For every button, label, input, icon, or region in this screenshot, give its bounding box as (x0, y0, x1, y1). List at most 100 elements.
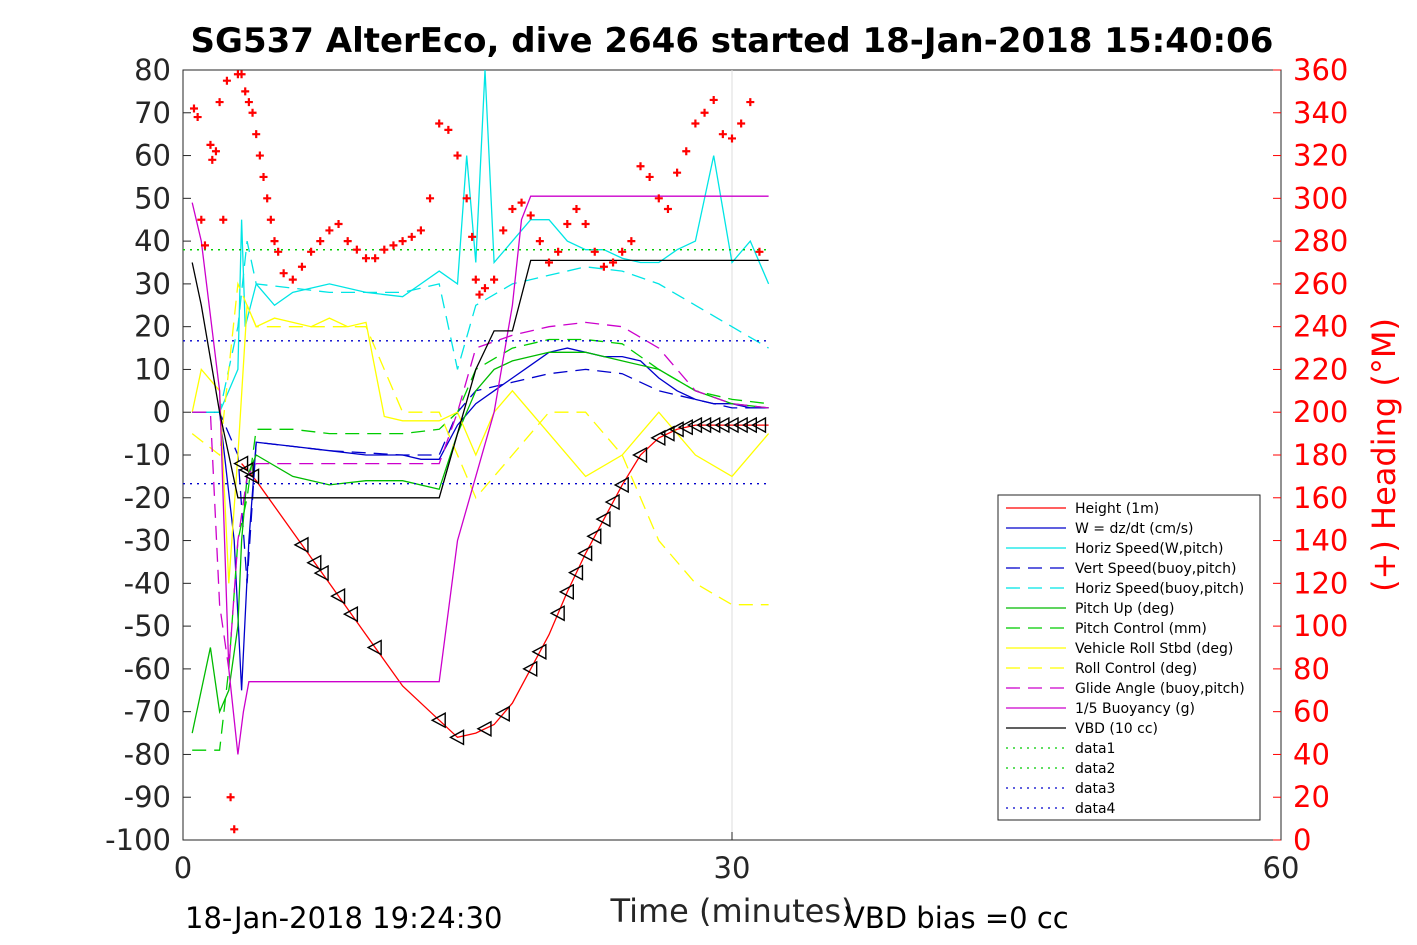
heading-marker (462, 194, 471, 203)
heading-marker (288, 275, 297, 284)
heading-marker (508, 205, 517, 214)
heading-marker (244, 98, 253, 107)
y-tick-label: -90 (124, 780, 171, 814)
height-triangle-marker (595, 510, 611, 528)
legend-label: Horiz Speed(W,pitch) (1075, 541, 1223, 557)
heading-marker (453, 151, 462, 160)
legend-label: Vert Speed(buoy,pitch) (1075, 561, 1237, 577)
heading-marker (259, 172, 268, 181)
plot-area (182, 69, 1282, 841)
y-tick-label: -30 (124, 524, 171, 558)
legend-label: data1 (1075, 741, 1115, 757)
legend-label: Roll Control (deg) (1075, 661, 1197, 677)
heading-marker (645, 172, 654, 181)
heading-marker (398, 237, 407, 246)
height-triangle-marker (723, 416, 739, 434)
y2-tick-label: 200 (1293, 395, 1348, 429)
heading-marker (407, 232, 416, 241)
heading-marker (241, 87, 250, 96)
heading-marker (215, 98, 224, 107)
heading-marker (700, 108, 709, 117)
heading-marker (490, 275, 499, 284)
height-triangle-marker (741, 416, 757, 434)
heading-marker (435, 119, 444, 128)
left-axis: 80 70 60 50 40 30 20 10 0 -10 -20 -30 -40 -50 -60 -70 -8… (105, 53, 191, 857)
height-triangle-marker (476, 720, 492, 737)
heading-marker (682, 147, 691, 156)
y2-tick-label: 60 (1293, 695, 1330, 729)
height-triangle-marker (313, 564, 329, 582)
height-triangle-marker (650, 429, 666, 447)
legend-label: Glide Angle (buoy,pitch) (1075, 681, 1245, 697)
heading-marker (627, 237, 636, 246)
y-tick-label: 20 (134, 310, 171, 344)
heading-marker (517, 198, 526, 207)
heading-marker (193, 113, 202, 122)
heading-marker (526, 211, 535, 220)
legend-label: W = dz/dt (cm/s) (1075, 521, 1194, 537)
heading-marker (755, 247, 764, 256)
heading-marker (325, 226, 334, 235)
series-line-10 (191, 195, 769, 755)
height-triangle-marker (522, 660, 538, 678)
y2-tick-label: 180 (1293, 438, 1348, 472)
y-tick-label: 30 (134, 267, 171, 301)
legend-box (997, 494, 1261, 821)
legend-label: Vehicle Roll Stbd (deg) (1075, 641, 1233, 657)
series-line-9 (192, 321, 769, 669)
heading-marker (297, 262, 306, 271)
series-line-7 (191, 305, 770, 584)
height-triangle-marker (705, 416, 721, 434)
height-triangle-marker (430, 712, 446, 729)
heading-marker (581, 220, 590, 228)
y2-tick-label: 0 (1293, 823, 1311, 857)
y-tick-label: -80 (124, 737, 171, 771)
y-tick-label: 0 (153, 395, 171, 429)
heading-marker (307, 247, 316, 256)
height-triangle-marker (686, 416, 703, 434)
heading-marker (219, 215, 228, 224)
heading-marker (468, 232, 477, 241)
y-tick-label: -50 (124, 609, 171, 643)
series-line-6 (192, 338, 769, 751)
y2-tick-label: 240 (1293, 310, 1348, 344)
height-triangle-marker (714, 416, 730, 434)
height-triangle-marker (613, 476, 629, 494)
y2-tick-label: 360 (1293, 53, 1348, 87)
heading-marker (673, 168, 682, 177)
height-triangle-marker (567, 564, 584, 581)
y2-tick-label: 340 (1293, 96, 1348, 130)
height-triangle-marker (732, 416, 748, 434)
legend-label: 1/5 Buoyancy (g) (1075, 701, 1195, 717)
heading-marker (362, 254, 370, 263)
heading-marker (380, 245, 389, 254)
y-tick-label: 10 (134, 352, 171, 386)
heading-marker (426, 194, 435, 203)
height-triangle-marker (586, 528, 602, 545)
series-line-5 (191, 351, 769, 734)
legend-label: Height (1m) (1075, 501, 1159, 517)
heading-marker (248, 108, 257, 117)
height-triangle-marker (604, 493, 620, 511)
heading-marker (206, 140, 215, 149)
legend-label: VBD (10 cc) (1075, 721, 1158, 737)
heading-marker (211, 147, 220, 156)
height-triangle-marker (238, 461, 254, 479)
heading-marker (609, 258, 618, 267)
height-triangle-marker (342, 605, 359, 623)
height-triangle-marker (750, 416, 767, 434)
y-tick-label: 80 (134, 53, 171, 87)
heading-marker (590, 247, 599, 256)
series-layer (183, 69, 770, 755)
height-triangle-marker (494, 705, 510, 722)
series-line-0 (241, 424, 769, 739)
legend-label: data4 (1075, 801, 1116, 817)
y2-tick-label: 80 (1293, 652, 1330, 686)
heading-marker (200, 241, 209, 250)
y2-tick-label: 140 (1293, 524, 1348, 558)
y-tick-label: -40 (124, 566, 171, 600)
heading-marker (226, 793, 235, 802)
x-axis-label: Time (minutes) (610, 892, 854, 930)
heading-marker (263, 194, 272, 203)
heading-marker (572, 205, 581, 214)
